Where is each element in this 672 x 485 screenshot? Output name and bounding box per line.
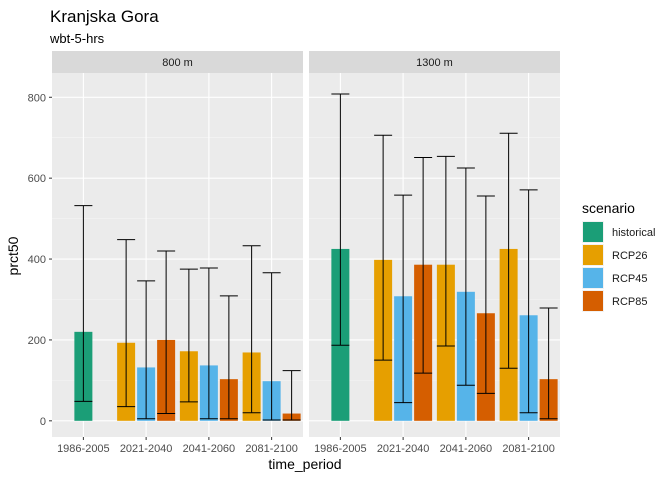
- y-tick-label: 200: [28, 335, 46, 347]
- legend-title: scenario: [582, 200, 635, 216]
- legend-swatch-rcp45: [583, 268, 603, 288]
- legend-label: RCP45: [612, 273, 647, 285]
- x-tick-label: 2041-2060: [183, 443, 236, 455]
- chart-subtitle: wbt-5-hrs: [49, 31, 105, 46]
- panel-strip-label: 800 m: [162, 57, 193, 69]
- x-tick-label: 1986-2005: [314, 443, 367, 455]
- legend: scenario historical RCP26 RCP45 RCP85: [582, 200, 655, 312]
- x-tick-label: 2081-2100: [502, 443, 555, 455]
- x-tick-label: 2041-2060: [440, 443, 493, 455]
- x-axis-title: time_period: [268, 456, 341, 472]
- panel-strip-label: 1300 m: [416, 57, 453, 69]
- x-tick-label: 2021-2040: [377, 443, 430, 455]
- y-tick-label: 400: [28, 254, 46, 266]
- y-tick-label: 800: [28, 92, 46, 104]
- legend-label: RCP26: [612, 250, 647, 262]
- x-tick-label: 1986-2005: [57, 443, 110, 455]
- x-axis: 1986-2005 2021-2040 2041-2060 2081-2100 1986…: [57, 437, 555, 455]
- legend-label: RCP85: [612, 296, 647, 308]
- y-axis: 0 200 400 600 800: [28, 92, 52, 428]
- legend-label: historical: [612, 227, 655, 239]
- y-tick-label: 0: [40, 416, 46, 428]
- panel-1: 1300 m: [309, 51, 560, 437]
- legend-swatch-historical: [583, 222, 603, 242]
- legend-swatch-rcp85: [583, 291, 603, 311]
- panels: 800 m 1300 m: [52, 51, 560, 437]
- legend-swatch-rcp26: [583, 245, 603, 265]
- x-tick-label: 2081-2100: [245, 443, 298, 455]
- chart-title: Kranjska Gora: [50, 7, 159, 26]
- panel-strip: [309, 51, 560, 73]
- x-tick-label: 2021-2040: [120, 443, 173, 455]
- panel-background: [52, 73, 303, 437]
- panel-0: 800 m: [52, 51, 303, 437]
- panel-strip: [52, 51, 303, 73]
- panel-background: [309, 73, 560, 437]
- y-axis-title: prct50: [5, 236, 21, 275]
- y-tick-label: 600: [28, 173, 46, 185]
